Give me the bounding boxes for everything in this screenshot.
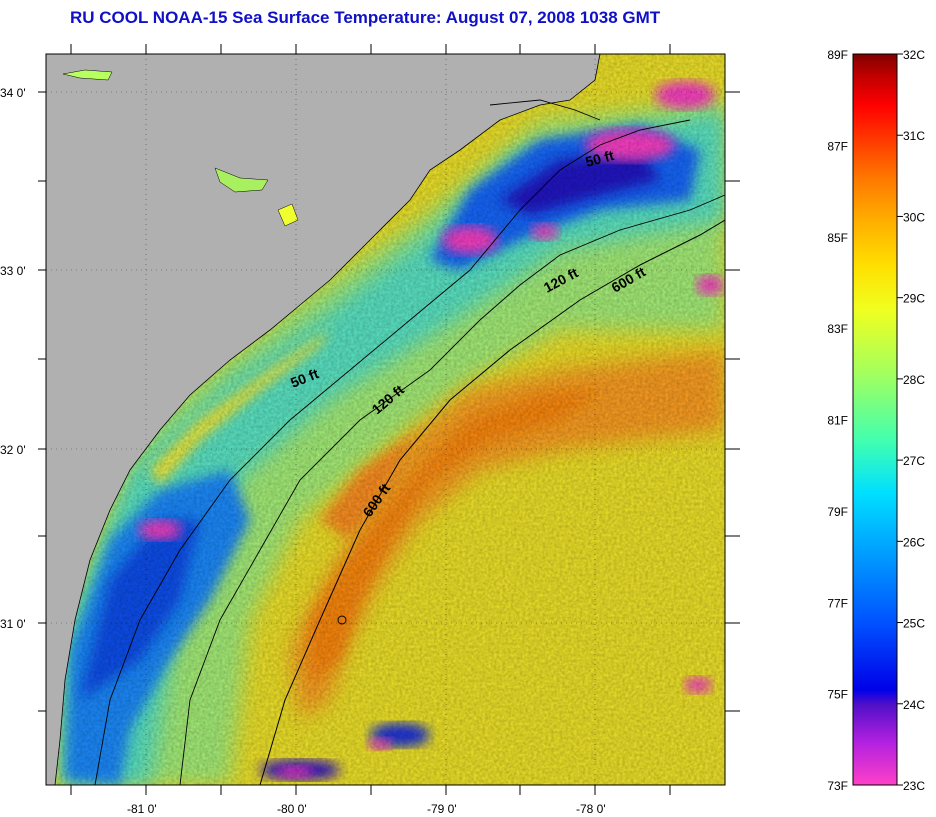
- contour-50ft: [94, 119, 691, 785]
- lon-label-80: -80 0': [277, 802, 307, 816]
- contour-600ft: [259, 219, 725, 785]
- lat-label-33: 33 0': [0, 264, 26, 278]
- lat-label-31: 31 0': [0, 617, 26, 631]
- lat-label-32: 32 0': [0, 443, 26, 457]
- axis-ticks: [38, 44, 740, 795]
- contour-label-50ft-north: 50 ft: [584, 147, 616, 170]
- lon-label-81: -81 0': [127, 802, 157, 816]
- contour-120ft: [179, 194, 725, 785]
- lon-label-79: -79 0': [427, 802, 457, 816]
- lat-label-34: 34 0': [0, 86, 26, 100]
- map-frame: [45, 53, 726, 786]
- lon-label-78: -78 0': [576, 802, 606, 816]
- graticule: [46, 54, 725, 785]
- land-mass: [46, 54, 601, 785]
- map-image: [46, 54, 725, 785]
- map-title: RU COOL NOAA-15 Sea Surface Temperature:…: [70, 8, 661, 27]
